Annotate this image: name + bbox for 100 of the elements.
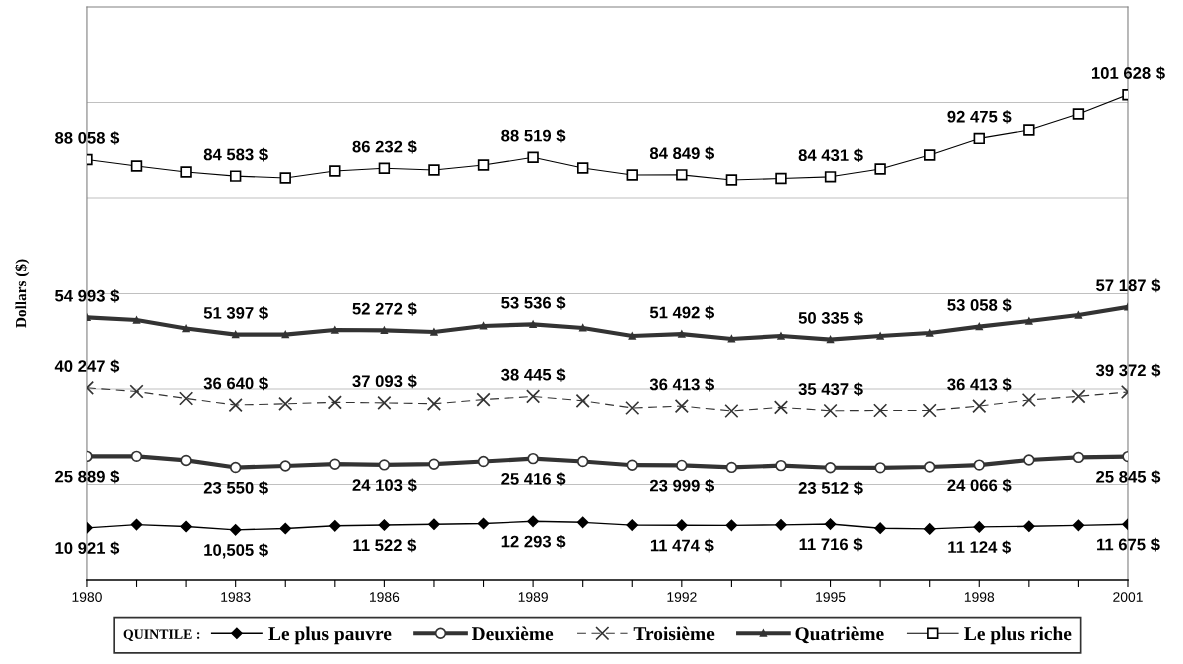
- point: [973, 132, 985, 145]
- y-axis-title: Dollars ($): [15, 259, 30, 328]
- x-tick-label: 1992: [667, 592, 697, 603]
- point: [232, 330, 240, 339]
- data-label: 88 519 $: [501, 128, 566, 143]
- data-label: 84 849 $: [649, 146, 715, 161]
- point: [824, 171, 837, 183]
- point: [625, 400, 640, 416]
- point: [279, 522, 291, 535]
- data-label: 88 058 $: [55, 131, 120, 145]
- data-label: 39 372 $: [1095, 363, 1161, 378]
- point: [926, 329, 934, 337]
- point: [426, 396, 442, 411]
- point: [428, 518, 440, 530]
- point: [874, 163, 886, 175]
- data-label: 11 474 $: [650, 538, 714, 553]
- data-label: 51 397 $: [203, 306, 268, 320]
- data-label: 54 993 $: [55, 289, 120, 303]
- data-label: 11 716 $: [799, 537, 863, 552]
- x-tick-label: 1989: [518, 592, 548, 603]
- point: [725, 519, 738, 532]
- x-tick-label: 1995: [816, 592, 846, 603]
- point: [725, 174, 738, 186]
- point: [922, 403, 937, 418]
- point: [975, 323, 983, 331]
- point: [229, 524, 242, 536]
- point: [775, 172, 787, 185]
- point: [824, 462, 837, 474]
- point: [331, 326, 339, 334]
- point: [972, 399, 987, 414]
- data-label: 25 416 $: [501, 472, 566, 486]
- point: [724, 403, 739, 419]
- data-label: 12 293 $: [501, 534, 566, 549]
- point: [281, 330, 289, 339]
- data-label: 24 103 $: [352, 478, 417, 493]
- data-label: 84 431 $: [798, 148, 863, 163]
- legend-title: QUINTILE :: [123, 629, 200, 641]
- point: [579, 324, 587, 332]
- point: [179, 391, 194, 406]
- point: [527, 515, 539, 528]
- point: [229, 170, 242, 182]
- point: [378, 459, 391, 471]
- point: [676, 459, 688, 472]
- legend-label: Le plus riche: [964, 626, 1072, 645]
- point: [725, 461, 738, 474]
- data-label: 53 058 $: [947, 298, 1012, 312]
- point: [129, 384, 144, 399]
- point: [777, 332, 785, 340]
- point: [377, 395, 392, 410]
- point: [576, 516, 589, 529]
- point: [428, 164, 440, 176]
- point: [479, 322, 488, 330]
- point: [973, 521, 986, 533]
- point: [378, 162, 391, 174]
- point: [1023, 454, 1035, 466]
- data-label: 53 536 $: [501, 296, 566, 310]
- point: [130, 160, 143, 172]
- point: [477, 517, 490, 530]
- point: [1072, 108, 1085, 120]
- point: [626, 169, 638, 181]
- point: [380, 326, 389, 335]
- data-label: 52 272 $: [352, 302, 417, 316]
- data-label: 25 845 $: [1096, 470, 1161, 484]
- point: [924, 461, 936, 473]
- point: [132, 316, 141, 324]
- data-label: 38 445 $: [501, 368, 566, 382]
- data-label: 36 640 $: [203, 376, 268, 391]
- data-label: 23 512 $: [798, 481, 863, 495]
- data-label: 35 437 $: [798, 382, 863, 397]
- legend-label: Quatrième: [795, 626, 884, 644]
- point: [874, 522, 886, 534]
- point: [1071, 389, 1086, 404]
- point: [279, 172, 291, 184]
- point: [676, 169, 688, 181]
- data-label: 37 093 $: [352, 374, 417, 389]
- point: [180, 166, 192, 178]
- point: [576, 455, 589, 468]
- data-label: 10 921 $: [55, 541, 120, 556]
- point: [873, 403, 888, 418]
- point: [229, 461, 242, 474]
- x-tick-label: 1983: [221, 592, 251, 603]
- point: [924, 149, 936, 161]
- point: [329, 165, 341, 177]
- point: [678, 330, 686, 338]
- legend-label: Deuxième: [471, 626, 554, 641]
- point: [1072, 451, 1085, 464]
- data-label: 86 232 $: [352, 139, 417, 154]
- point: [626, 459, 638, 471]
- point: [476, 392, 491, 407]
- point: [876, 332, 884, 340]
- point: [674, 399, 689, 414]
- point: [626, 519, 639, 531]
- point: [529, 320, 537, 328]
- legend-label: Le plus pauvre: [268, 626, 392, 645]
- data-label: 50 335 $: [798, 311, 863, 325]
- data-label: 11 675 $: [1097, 537, 1160, 552]
- point: [329, 520, 341, 532]
- point: [130, 450, 143, 463]
- point: [329, 458, 341, 470]
- point: [527, 151, 539, 163]
